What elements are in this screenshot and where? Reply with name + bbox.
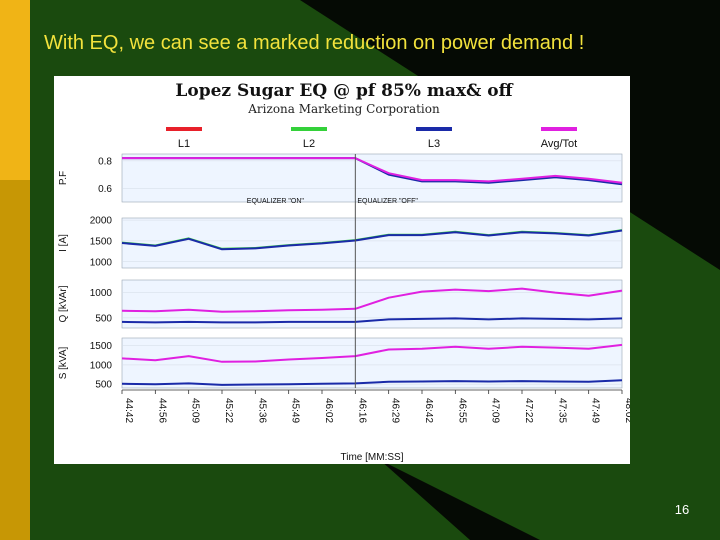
x-tick-label-13: 47:35 [556, 398, 567, 423]
panel-ylabel-2: Q [kVAr] [58, 285, 69, 322]
series-line-2-0 [121, 287, 623, 313]
ytick-label-2-0: 500 [95, 313, 112, 324]
ytick-label-0-1: 0.8 [98, 156, 112, 167]
chart-subtitle: Arizona Marketing Corporation [247, 102, 440, 116]
ytick-label-3-1: 1000 [90, 360, 113, 371]
x-tick-label-4: 45:36 [256, 398, 267, 423]
x-tick-label-3: 45:22 [223, 398, 234, 423]
plot-panels: P.F 0.6 0.8 I [A] 1000 1500 2000 Q [kVAr] 500 100… [58, 153, 623, 391]
left-accent-bar-top [0, 0, 30, 180]
x-tick-label-10: 46:55 [456, 398, 467, 423]
x-tick-label-6: 46:02 [323, 398, 334, 423]
annotation-1: EQUALIZER "OFF" [357, 198, 418, 205]
series-line-3-0 [121, 343, 623, 363]
x-tick-label-8: 46:29 [390, 398, 401, 423]
panel-ylabel-0: P.F [58, 171, 69, 185]
legend-label-0: L1 [178, 138, 190, 150]
annotation-0: EQUALIZER "ON" [247, 198, 305, 205]
ytick-label-0-0: 0.6 [98, 184, 112, 195]
ytick-label-1-0: 1000 [90, 257, 113, 268]
legend-label-3: Avg/Tot [541, 138, 578, 150]
series-line-2-1 [121, 317, 623, 324]
legend-label-1: L2 [303, 138, 315, 150]
legend: L1 L2 L3 Avg/Tot [166, 127, 578, 150]
x-axis: 44:42 44:56 45:09 45:22 45:36 45:49 46:02 46:16… [121, 389, 630, 423]
legend-label-2: L3 [428, 138, 440, 150]
x-tick-label-12: 47:22 [523, 398, 534, 423]
x-tick-label-14: 47:49 [590, 398, 601, 423]
chart: Lopez Sugar EQ @ pf 85% max& off Arizona… [54, 76, 630, 464]
page-number: 16 [674, 502, 690, 517]
chart-title: Lopez Sugar EQ @ pf 85% max& off [175, 81, 513, 101]
panel-frame-1 [121, 217, 623, 269]
x-tick-label-1: 44:56 [156, 398, 167, 423]
x-tick-label-5: 45:49 [290, 398, 301, 423]
series-line-1-1 [121, 229, 623, 251]
x-tick-label-7: 46:16 [356, 398, 367, 423]
ytick-label-3-0: 500 [95, 380, 112, 391]
x-tick-label-0: 44:42 [123, 398, 134, 423]
x-tick-label-2: 45:09 [190, 398, 201, 423]
series-line-3-1 [121, 379, 623, 386]
x-tick-label-9: 46:42 [423, 398, 434, 423]
slide-title: With EQ, we can see a marked reduction o… [44, 32, 585, 54]
ytick-label-2-1: 1000 [90, 288, 113, 299]
x-axis-label: Time [MM:SS] [341, 452, 404, 463]
x-tick-label-15: 48:02 [623, 398, 630, 423]
panel-ylabel-1: I [A] [58, 234, 69, 252]
panel-ylabel-3: S [kVA] [58, 346, 69, 379]
ytick-label-3-2: 1500 [90, 341, 113, 352]
dark-triangle-bottom [380, 460, 540, 540]
ytick-label-1-1: 1500 [90, 236, 113, 247]
x-tick-label-11: 47:09 [490, 398, 501, 423]
ytick-label-1-2: 2000 [90, 216, 113, 227]
chart-background [54, 76, 630, 464]
series-line-0-1 [122, 157, 623, 184]
